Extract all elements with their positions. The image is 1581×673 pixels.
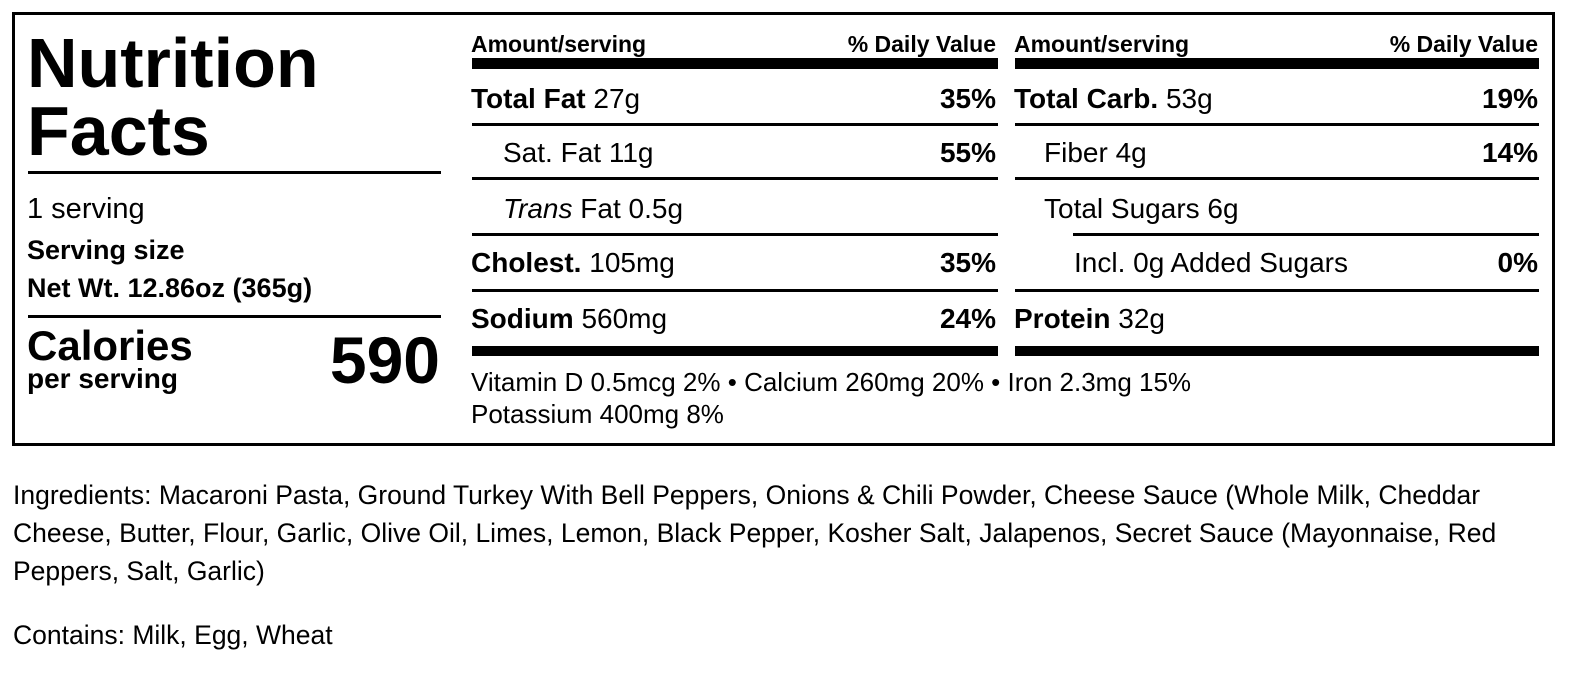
nutrient-protein: Protein 32g xyxy=(1014,303,1165,335)
nutrient-amount: 53g xyxy=(1165,83,1213,114)
divider xyxy=(1073,233,1539,236)
nutrient-name: Trans xyxy=(503,193,573,224)
nutrient-name: Total Fat xyxy=(471,83,586,114)
nutrient-amount: 32g xyxy=(1118,303,1165,334)
divider xyxy=(472,233,998,236)
nutrient-name: Sat. Fat xyxy=(503,137,602,168)
daily-value: 35% xyxy=(939,83,996,114)
divider xyxy=(472,289,998,292)
daily-value: 19% xyxy=(1481,83,1538,114)
thick-divider xyxy=(472,346,998,356)
thick-divider xyxy=(1015,346,1539,356)
calories-subtitle: per serving xyxy=(27,363,178,394)
micronutrients-line-2: Potassium 400mg 8% xyxy=(471,399,724,429)
daily-value-header: % Daily Value xyxy=(1389,31,1538,57)
amount-per-serving-header: Amount/serving xyxy=(1014,31,1190,57)
title-line-2: Facts xyxy=(27,92,210,170)
divider xyxy=(1015,123,1539,126)
nutrient-added-sugars: Incl. 0g Added Sugars xyxy=(1074,247,1348,278)
thick-divider xyxy=(1015,58,1539,69)
micronutrients-line-1: Vitamin D 0.5mcg 2% • Calcium 260mg 20% … xyxy=(471,367,1192,397)
nutrient-name: Cholest. xyxy=(471,247,582,278)
nutrient-amount: 560mg xyxy=(581,303,668,334)
nutrient-trans-fat: Trans Fat 0.5g xyxy=(503,193,683,225)
thick-divider xyxy=(472,58,998,69)
daily-value: 24% xyxy=(939,303,996,334)
divider xyxy=(472,177,998,180)
nutrient-name: Sodium xyxy=(471,303,574,334)
nutrient-name: Total Sugars xyxy=(1044,193,1200,224)
servings-per-container: 1 serving xyxy=(27,193,145,225)
nutrient-name: Total Carb. xyxy=(1014,83,1159,114)
daily-value: 0% xyxy=(1497,247,1538,278)
daily-value: 14% xyxy=(1481,137,1538,168)
nutrient-sat-fat: Sat. Fat 11g xyxy=(503,137,653,169)
daily-value: 35% xyxy=(939,247,996,278)
amount-per-serving-header: Amount/serving xyxy=(471,31,647,57)
divider xyxy=(28,171,441,174)
ingredients-text: Ingredients: Macaroni Pasta, Ground Turk… xyxy=(13,480,1497,586)
divider xyxy=(472,123,998,126)
nutrient-sodium: Sodium 560mg xyxy=(471,303,667,335)
nutrient-amount: 11g xyxy=(608,137,654,168)
daily-value: 55% xyxy=(939,137,996,168)
nutrition-facts-label: Nutrition Facts 1 serving Serving size N… xyxy=(12,12,1555,446)
nutrient-amount: 4g xyxy=(1115,137,1147,168)
allergen-statement: Contains: Milk, Egg, Wheat xyxy=(13,620,333,650)
nutrient-amount: 6g xyxy=(1207,193,1239,224)
daily-value-header: % Daily Value xyxy=(847,31,996,57)
nutrient-fiber: Fiber 4g xyxy=(1044,137,1147,169)
serving-size-value: Net Wt. 12.86oz (365g) xyxy=(27,273,313,303)
nutrient-amount: Fat 0.5g xyxy=(580,193,684,224)
nutrient-total-sugars: Total Sugars 6g xyxy=(1044,193,1239,225)
title-line-1: Nutrition xyxy=(27,24,319,102)
nutrient-amount: 27g xyxy=(593,83,641,114)
calories-value: 590 xyxy=(329,323,440,397)
nutrient-amount: 105mg xyxy=(589,247,675,278)
nutrient-total-fat: Total Fat 27g xyxy=(471,83,640,115)
nutrient-total-carb: Total Carb. 53g xyxy=(1014,83,1213,115)
nutrient-name: Protein xyxy=(1014,303,1111,334)
calories-label: Calories xyxy=(27,322,193,369)
nutrient-name: Fiber xyxy=(1044,137,1108,168)
nutrient-cholesterol: Cholest. 105mg xyxy=(471,247,675,279)
divider xyxy=(1015,289,1539,292)
serving-size-label: Serving size xyxy=(27,235,185,265)
divider xyxy=(1015,177,1539,180)
divider xyxy=(28,315,441,318)
